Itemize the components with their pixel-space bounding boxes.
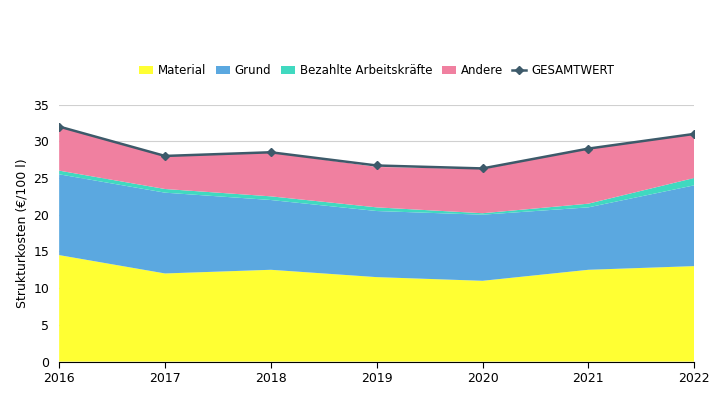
GESAMTWERT xyxy=(373,163,381,168)
GESAMTWERT xyxy=(161,154,170,158)
Legend: Material, Grund, Bezahlte Arbeitskräfte, Andere, GESAMTWERT: Material, Grund, Bezahlte Arbeitskräfte,… xyxy=(139,64,614,77)
GESAMTWERT xyxy=(55,124,64,129)
Line: GESAMTWERT: GESAMTWERT xyxy=(57,124,697,171)
GESAMTWERT xyxy=(267,150,276,155)
GESAMTWERT xyxy=(584,146,593,151)
GESAMTWERT xyxy=(478,166,487,171)
Y-axis label: Strukturkosten (€/100 l): Strukturkosten (€/100 l) xyxy=(15,158,28,308)
GESAMTWERT xyxy=(689,132,698,136)
